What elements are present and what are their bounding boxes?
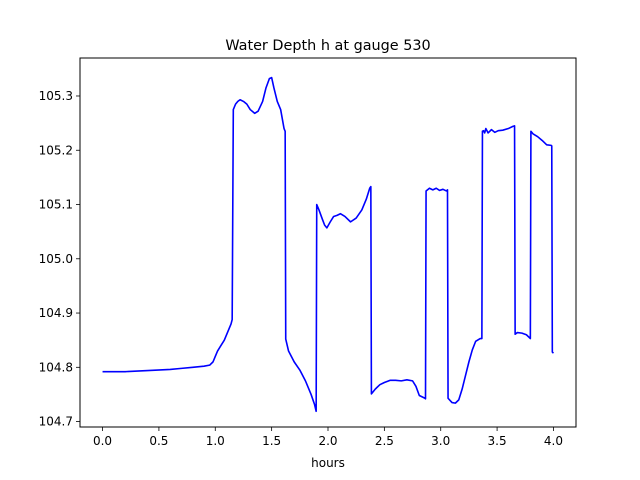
y-axis: 104.7 104.8 104.9 105.0 105.1 105.2 105.3 <box>39 89 80 429</box>
x-axis: 0.0 0.5 1.0 1.5 2.0 2.5 3.0 3.5 4.0 <box>93 427 563 448</box>
x-tick-label: 3.0 <box>431 434 450 448</box>
x-tick-label: 1.0 <box>206 434 225 448</box>
y-tick-label: 104.8 <box>39 360 73 374</box>
chart-title: Water Depth h at gauge 530 <box>225 38 430 54</box>
series-line <box>102 76 555 413</box>
x-tick-label: 3.5 <box>488 434 507 448</box>
x-tick-label: 0.5 <box>149 434 168 448</box>
x-tick-label: 1.5 <box>262 434 281 448</box>
x-tick-label: 4.0 <box>544 434 563 448</box>
y-tick-label: 105.1 <box>39 198 73 212</box>
y-tick-label: 104.7 <box>39 415 73 429</box>
y-tick-label: 104.9 <box>39 306 73 320</box>
x-tick-label: 2.5 <box>375 434 394 448</box>
x-tick-label: 2.0 <box>318 434 337 448</box>
x-axis-label: hours <box>311 456 345 470</box>
x-tick-label: 0.0 <box>93 434 112 448</box>
y-tick-label: 105.3 <box>39 89 73 103</box>
y-tick-label: 105.2 <box>39 143 73 157</box>
series-layer <box>102 76 555 413</box>
y-tick-label: 105.0 <box>39 252 73 266</box>
